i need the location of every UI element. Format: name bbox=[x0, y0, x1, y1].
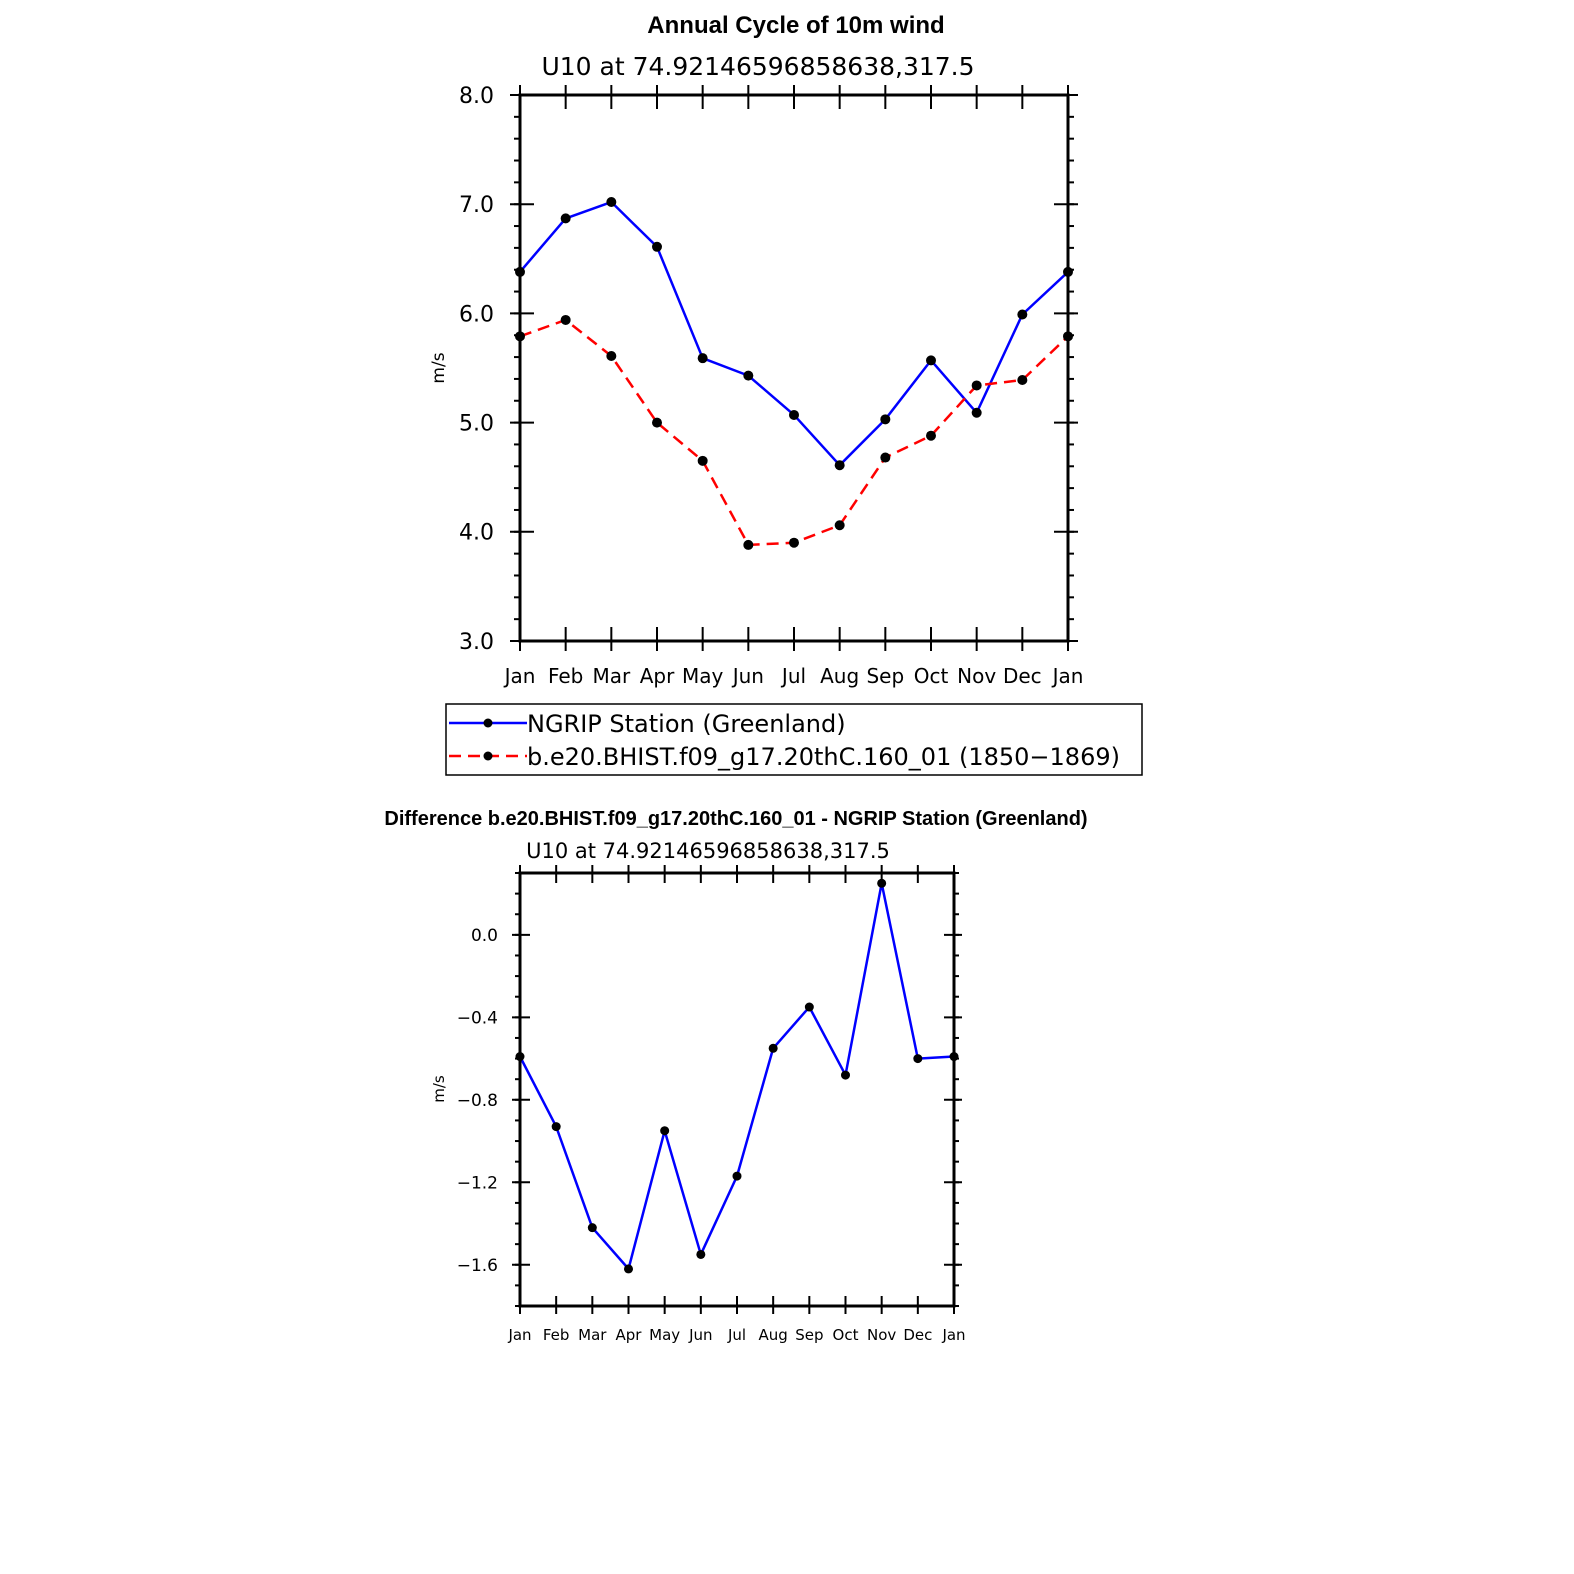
chart2-series-1-point bbox=[587, 1223, 597, 1233]
chart2-y-tick-label: −1.6 bbox=[457, 1256, 498, 1276]
chart2-series-1-point bbox=[660, 1126, 670, 1136]
chart2-subtitle: U10 at 74.92146596858638,317.5 bbox=[526, 839, 890, 863]
chart2-frame bbox=[518, 871, 956, 1308]
chart1-series-1-point bbox=[560, 213, 571, 224]
chart1-x-tick-label: Sep bbox=[866, 664, 904, 688]
chart1-y-tick-label: 3.0 bbox=[459, 630, 494, 655]
chart1-y-tick-label: 7.0 bbox=[459, 193, 494, 218]
chart1-ylabel: m/s bbox=[429, 352, 449, 383]
chart1-series-2-point bbox=[880, 452, 891, 463]
chart2-series-1-point bbox=[804, 1002, 814, 1012]
chart1-series-1-point bbox=[971, 407, 982, 418]
chart2-series-1-point bbox=[696, 1249, 706, 1259]
chart1-x-tick-label: Dec bbox=[1003, 664, 1042, 688]
chart2-x-tick-label: Mar bbox=[578, 1326, 607, 1344]
chart1-title: Annual Cycle of 10m wind bbox=[647, 12, 944, 39]
chart2-x-tick-label: Jan bbox=[507, 1326, 531, 1344]
chart1-x-tick-label: Feb bbox=[548, 664, 583, 688]
chart1-y-tick-label: 6.0 bbox=[459, 302, 494, 327]
chart2-x-tick-label: Feb bbox=[543, 1326, 570, 1344]
chart1-series-1-point bbox=[606, 197, 617, 208]
chart2-x-tick-label: Nov bbox=[867, 1326, 896, 1344]
chart1-y-tick-label: 5.0 bbox=[459, 412, 494, 437]
legend-marker-model bbox=[483, 751, 493, 761]
chart1-x-tick-label: May bbox=[682, 664, 724, 688]
chart2-series-1-line bbox=[518, 882, 955, 1271]
chart2-x-tick-label: Jul bbox=[727, 1326, 746, 1344]
chart1-series-1-point bbox=[652, 241, 662, 252]
chart1-series-2-point bbox=[606, 350, 617, 361]
chart2-series-1-point bbox=[913, 1054, 923, 1064]
chart1-x-tick-label: Nov bbox=[957, 664, 996, 688]
legend-label-ngrip: NGRIP Station (Greenland) bbox=[527, 710, 846, 738]
chart1-series-1-point bbox=[834, 460, 845, 471]
chart1-x-tick-label: Apr bbox=[640, 664, 675, 688]
chart2-x-tick-label: Oct bbox=[833, 1326, 859, 1344]
chart2-ylabel: m/s bbox=[430, 1075, 448, 1103]
chart1-series-2-point bbox=[971, 380, 982, 391]
chart2-x-tick-label: Jan bbox=[941, 1326, 965, 1344]
chart2-y-tick-label: 0.0 bbox=[471, 926, 498, 946]
chart1-series-2-point bbox=[926, 430, 936, 441]
chart2-series-1-point bbox=[624, 1264, 633, 1274]
chart2-x-tick-label: Jun bbox=[688, 1326, 712, 1344]
chart1-y-tick-label: 8.0 bbox=[459, 84, 494, 109]
chart1-series-2-point bbox=[743, 539, 754, 550]
chart2-series-1-point bbox=[732, 1171, 742, 1181]
chart2-x-tick-label: May bbox=[649, 1326, 680, 1344]
chart1-plot-area: Jan Feb Mar Apr May Jun Jul Aug Sep Oct Nov Dec Jan 3… bbox=[459, 84, 1083, 688]
chart2-x-tick-label: Sep bbox=[795, 1326, 823, 1344]
chart2-title: Difference b.e20.BHIST.f09_g17.20thC.160… bbox=[384, 808, 1087, 830]
chart2-series-1-point bbox=[877, 878, 887, 888]
chart1-x-tick-label: Aug bbox=[820, 664, 859, 688]
chart1-series-2-point bbox=[789, 537, 799, 548]
chart1-series-1-point bbox=[743, 370, 754, 381]
chart1-x-tick-label: Mar bbox=[592, 664, 631, 688]
chart1-x-tick-label: Jan bbox=[503, 664, 536, 688]
chart2-plot-area: Jan Feb Mar Apr May Jun Jul Aug Sep Oct Nov Dec Jan −… bbox=[457, 865, 966, 1344]
legend-label-model: b.e20.BHIST.f09_g17.20thC.160_01 (1850−1… bbox=[527, 743, 1120, 771]
chart1-x-tick-label: Jan bbox=[1051, 664, 1084, 688]
chart1-series-1-point bbox=[880, 414, 891, 425]
chart1-series-2-line bbox=[519, 318, 1069, 547]
chart2-y-tick-label: −0.8 bbox=[457, 1091, 498, 1111]
chart1-series-2-point bbox=[560, 314, 571, 325]
chart2-series-1-point bbox=[841, 1070, 850, 1080]
chart1-series-2-point bbox=[1017, 375, 1028, 386]
chart2-x-tick-label: Apr bbox=[616, 1326, 643, 1344]
chart1-series-1-point bbox=[926, 355, 936, 366]
chart2-series-1-point bbox=[768, 1043, 778, 1053]
chart1-series-1-point bbox=[697, 353, 708, 364]
chart1-series-2-point bbox=[834, 520, 845, 531]
chart1-x-tick-label: Oct bbox=[914, 664, 949, 688]
chart2-series-1-point bbox=[551, 1122, 561, 1132]
chart2-x-tick-label: Aug bbox=[759, 1326, 788, 1344]
chart1-series-1-point bbox=[1017, 309, 1028, 320]
legend-marker-ngrip bbox=[483, 718, 493, 728]
chart1-series-2-point bbox=[697, 455, 708, 466]
chart1-x-tick-label: Jun bbox=[731, 664, 764, 688]
chart1-legend-box bbox=[445, 703, 1143, 776]
chart1-series-2-point bbox=[652, 417, 662, 428]
chart2-y-tick-label: −0.4 bbox=[457, 1008, 498, 1028]
chart1-series-1-point bbox=[789, 409, 799, 420]
chart2-x-tick-label: Dec bbox=[903, 1326, 932, 1344]
chart1-subtitle: U10 at 74.92146596858638,317.5 bbox=[541, 52, 974, 81]
chart1-x-tick-label: Jul bbox=[780, 664, 806, 688]
chart1-y-tick-label: 4.0 bbox=[459, 521, 494, 546]
chart2-y-tick-label: −1.2 bbox=[457, 1173, 498, 1193]
chart1-series-1-line bbox=[519, 200, 1069, 467]
chart1-frame bbox=[518, 93, 1070, 643]
